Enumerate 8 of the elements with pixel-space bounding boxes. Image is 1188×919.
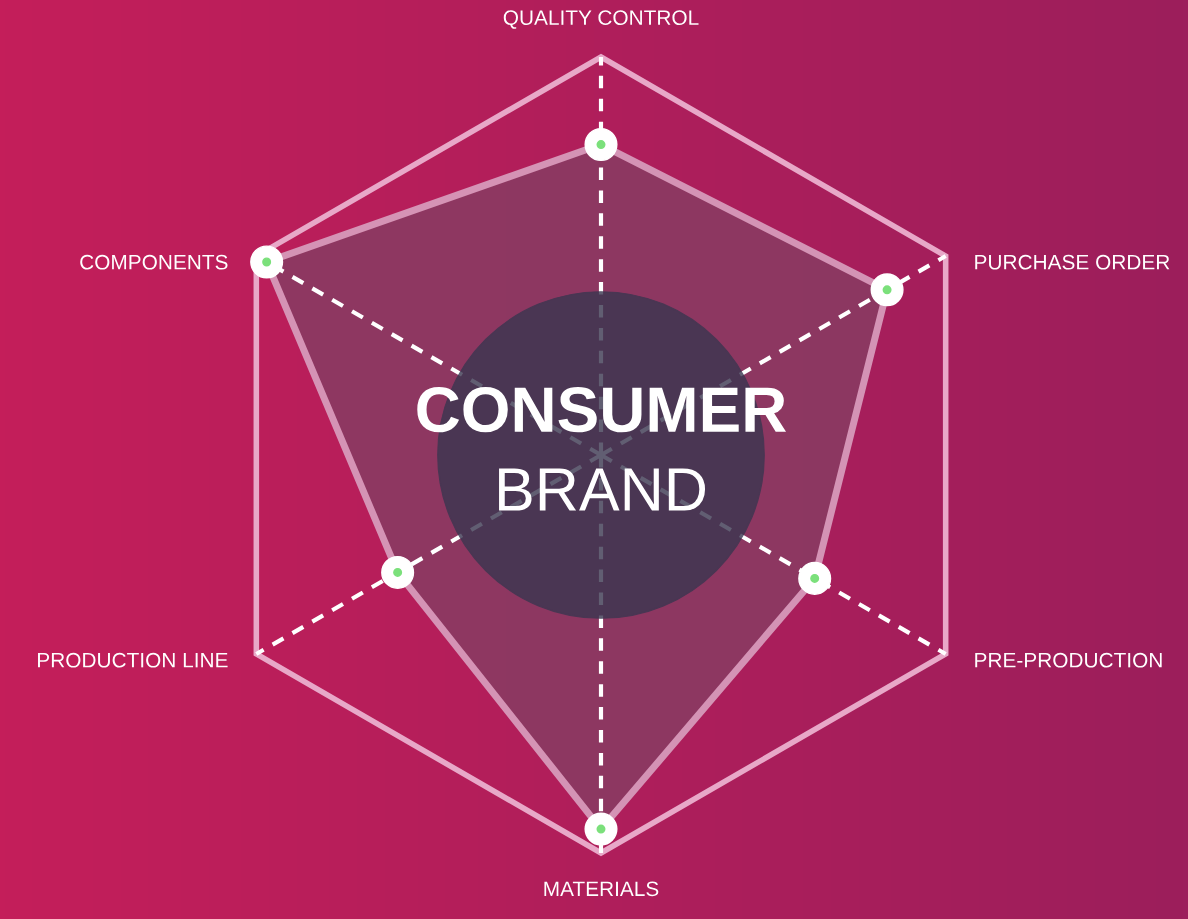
spoke-label: PRODUCTION LINE <box>38 652 228 668</box>
spoke-label: MATERIALS <box>544 881 659 897</box>
spoke-label: QUALITY CONTROL <box>503 10 699 29</box>
spoke-label: PRE-PRODUCTION <box>975 652 1162 668</box>
text: BRAND <box>499 468 706 511</box>
spoke-label: PURCHASE ORDER <box>975 254 1170 270</box>
text: CONSUMER <box>417 387 787 433</box>
spoke-label: COMPONENTS <box>80 254 228 270</box>
